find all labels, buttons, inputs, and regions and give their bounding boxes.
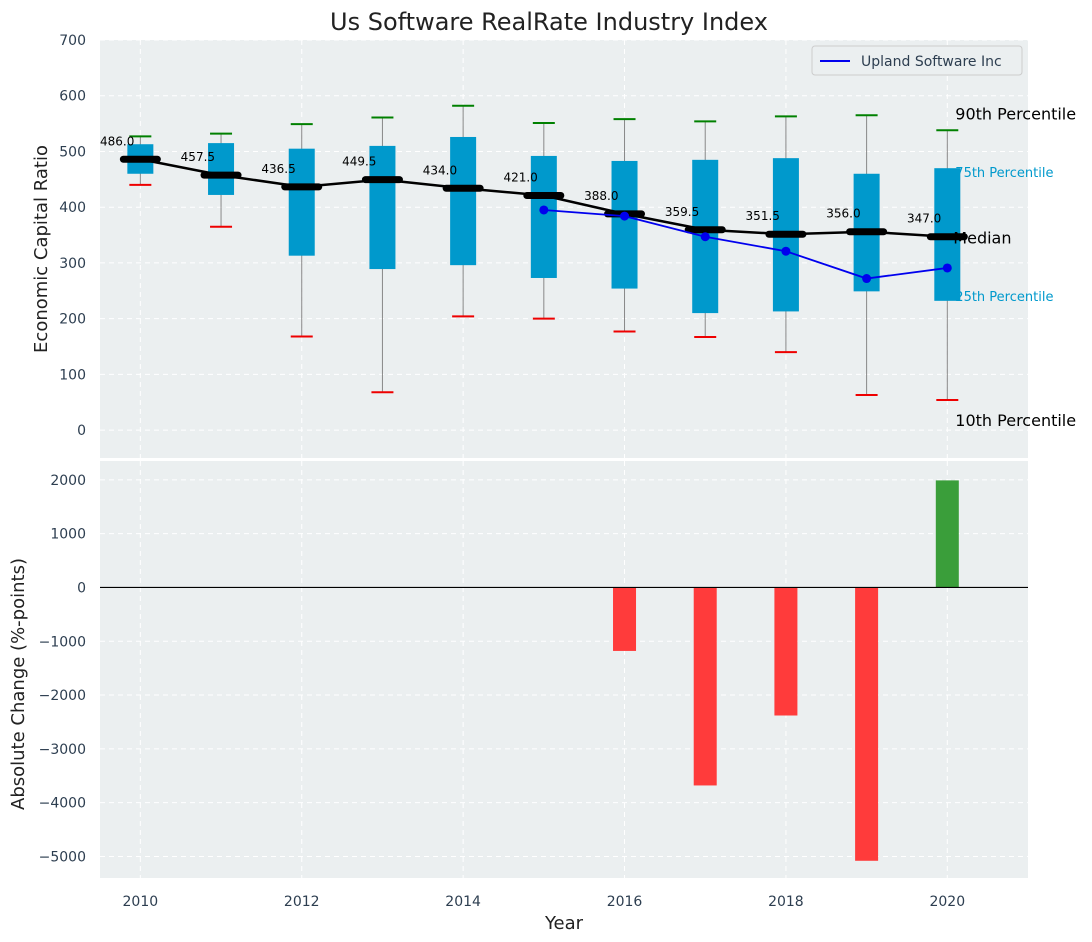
x-tick-label-2010: 2010: [123, 894, 159, 910]
median-label-2013: 449.5: [342, 155, 376, 169]
top-y-tick-label-200: 200: [59, 312, 86, 328]
median-label-2012: 436.5: [261, 162, 295, 176]
company-point-2017: [700, 232, 710, 242]
bottom-y-tick-label--4000: −4000: [39, 796, 86, 812]
box-2012: [288, 148, 315, 256]
top-y-tick-label-100: 100: [59, 367, 86, 383]
top-panel-background: [100, 40, 1028, 458]
x-tick-label-2020: 2020: [929, 894, 965, 910]
bottom-y-tick-label--1000: −1000: [39, 634, 86, 650]
median-series: 486.0 457.5 436.5 449.5 434.0 421.0 388.0 359.5…: [100, 134, 968, 241]
annotation-p10: 10th Percentile: [955, 411, 1076, 430]
top-y-tick-label-500: 500: [59, 144, 86, 160]
company-point-2015: [539, 205, 549, 215]
company-line: [543, 209, 948, 280]
median-label-2018: 351.5: [746, 209, 780, 223]
bar-2020: [935, 480, 959, 588]
bottom-panel-background: [100, 461, 1028, 878]
median-label-2016: 388.0: [584, 189, 618, 203]
box-2011: [208, 143, 235, 195]
bottom-y-tick-label-0: 0: [77, 580, 86, 596]
legend-box: [811, 45, 1023, 76]
bar-2016: [613, 587, 637, 651]
bottom-panel: 2000 1000 0 −1000 −2000 −3000 −4000 −5000 Absol…: [8, 461, 1028, 878]
legend: Upland Software Inc: [811, 45, 1023, 76]
median-label-2020: 347.0: [907, 212, 941, 226]
company-series: [539, 205, 952, 284]
bottom-y-tick-label--3000: −3000: [39, 742, 86, 758]
bottom-y-ticks: 2000 1000 0 −1000 −2000 −3000 −4000 −5000: [39, 473, 86, 866]
legend-label-upland: Upland Software Inc: [861, 54, 1002, 70]
top-y-ticks: 0 100 200 300 400 500 600 700: [59, 33, 86, 439]
median-label-2019: 356.0: [826, 207, 860, 221]
bar-2019: [855, 587, 879, 861]
percentile-annotations: 90th Percentile 75th Percentile Median 25th…: [953, 104, 1076, 430]
x-tick-label-2014: 2014: [445, 894, 481, 910]
median-label-2010: 486.0: [100, 134, 134, 148]
x-axis-label: Year: [544, 913, 584, 934]
bottom-y-tick-label--2000: −2000: [39, 688, 86, 704]
change-bars: [100, 480, 1028, 861]
x-tick-label-2012: 2012: [284, 894, 320, 910]
annotation-p25: 25th Percentile: [955, 290, 1053, 305]
top-y-tick-label-0: 0: [77, 423, 86, 439]
box-2016: [611, 160, 638, 289]
bottom-y-axis-label: Absolute Change (%-points): [8, 558, 29, 810]
company-point-2019: [862, 274, 872, 284]
box-2013: [369, 145, 396, 270]
annotation-p90: 90th Percentile: [955, 104, 1076, 123]
bottom-y-tick-label--5000: −5000: [39, 849, 86, 865]
median-label-2014: 434.0: [423, 163, 457, 177]
top-y-tick-label-600: 600: [59, 89, 86, 105]
top-y-tick-label-700: 700: [59, 33, 86, 49]
top-y-axis-label: Economic Capital Ratio: [31, 145, 52, 353]
company-point-2016: [620, 211, 630, 221]
bottom-y-tick-label-2000: 2000: [50, 473, 86, 489]
box-2015: [530, 155, 557, 278]
median-label-2017: 359.5: [665, 205, 699, 219]
bar-2017: [693, 587, 717, 786]
top-y-tick-label-400: 400: [59, 200, 86, 216]
chart-title: Us Software RealRate Industry Index: [330, 8, 768, 36]
median-label-2015: 421.0: [503, 170, 537, 184]
annotation-median: Median: [953, 229, 1011, 248]
x-tick-label-2018: 2018: [768, 894, 804, 910]
top-panel: 0 100 200 300 400 500 600 700 486.0 457.5 436.5 44…: [31, 33, 1076, 458]
company-point-2020: [942, 263, 952, 273]
bar-2018: [774, 587, 798, 716]
median-label-2011: 457.5: [181, 150, 215, 164]
annotation-p75: 75th Percentile: [955, 166, 1053, 181]
top-y-tick-label-300: 300: [59, 256, 86, 272]
box-2014: [450, 136, 477, 266]
x-tick-label-2016: 2016: [607, 894, 643, 910]
x-ticks: 2010 2012 2014 2016 2018 2020: [123, 894, 966, 910]
bottom-y-tick-label-1000: 1000: [50, 527, 86, 543]
company-point-2018: [781, 246, 791, 256]
